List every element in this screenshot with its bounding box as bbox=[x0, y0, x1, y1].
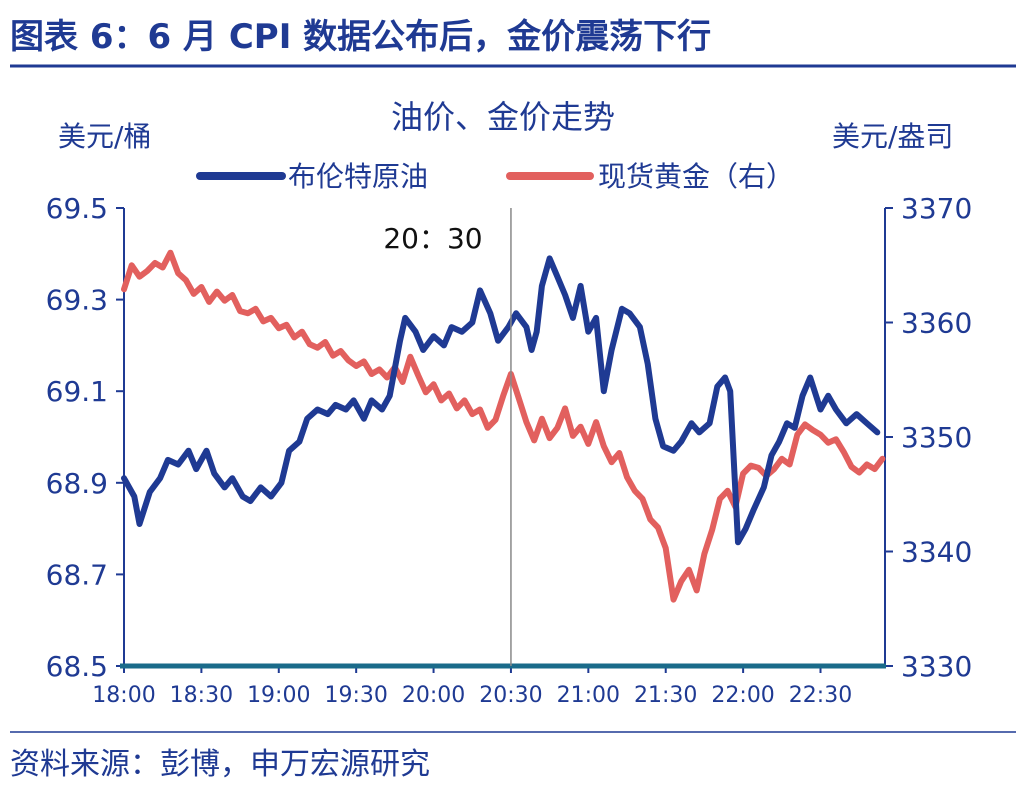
y-right-tick-label: 3360 bbox=[901, 307, 972, 340]
brent-oil-line bbox=[121, 255, 881, 546]
release-time-label: 20：30 bbox=[383, 222, 482, 255]
x-tick-label: 19:30 bbox=[324, 683, 387, 708]
y-left-tick-label: 69.3 bbox=[46, 284, 108, 317]
right-axis-unit: 美元/盎司 bbox=[832, 120, 953, 153]
y-left-tick-label: 68.9 bbox=[46, 467, 108, 500]
x-tick-label: 21:30 bbox=[634, 683, 697, 708]
axis-ticks: 69.5 69.3 69.1 68.9 68.7 68.5 3370 3360 3350 3340… bbox=[46, 192, 973, 708]
y-right-tick-label: 3330 bbox=[901, 650, 972, 683]
y-right-tick-label: 3370 bbox=[901, 192, 972, 225]
y-left-tick-label: 68.5 bbox=[46, 650, 108, 683]
y-left-tick-label: 69.1 bbox=[46, 375, 108, 408]
x-tick-label: 22:00 bbox=[711, 683, 774, 708]
y-right-tick-label: 3350 bbox=[901, 421, 972, 454]
x-tick-label: 19:00 bbox=[247, 683, 310, 708]
spot-gold-line bbox=[121, 249, 886, 603]
legend: 布伦特原油 现货黄金（右） bbox=[196, 160, 794, 193]
series-lines bbox=[121, 249, 886, 603]
x-tick-label: 18:30 bbox=[170, 683, 233, 708]
page-title: 图表 6：6 月 CPI 数据公布后，金价震荡下行 bbox=[10, 17, 711, 57]
legend-label-gold: 现货黄金（右） bbox=[598, 160, 794, 193]
x-tick-label: 20:00 bbox=[402, 683, 465, 708]
x-tick-label: 22:30 bbox=[789, 683, 852, 708]
y-right-tick-label: 3340 bbox=[901, 536, 972, 569]
y-left-tick-label: 68.7 bbox=[46, 558, 108, 591]
chart-title: 油价、金价走势 bbox=[391, 98, 615, 136]
x-tick-label: 20:30 bbox=[479, 683, 542, 708]
source-note: 资料来源：彭博，申万宏源研究 bbox=[10, 747, 430, 782]
left-axis-unit: 美元/桶 bbox=[58, 120, 151, 153]
legend-label-brent: 布伦特原油 bbox=[288, 160, 428, 193]
x-tick-label: 21:00 bbox=[557, 683, 620, 708]
y-left-tick-label: 69.5 bbox=[46, 192, 108, 225]
x-tick-label: 18:00 bbox=[92, 683, 155, 708]
